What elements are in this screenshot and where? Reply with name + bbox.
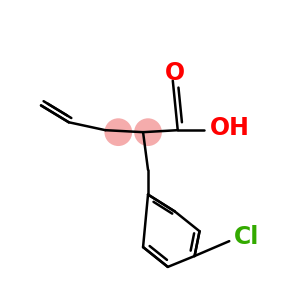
Text: OH: OH bbox=[209, 116, 249, 140]
Circle shape bbox=[104, 118, 132, 146]
Text: Cl: Cl bbox=[234, 225, 260, 249]
Circle shape bbox=[134, 118, 162, 146]
Text: O: O bbox=[165, 61, 185, 85]
